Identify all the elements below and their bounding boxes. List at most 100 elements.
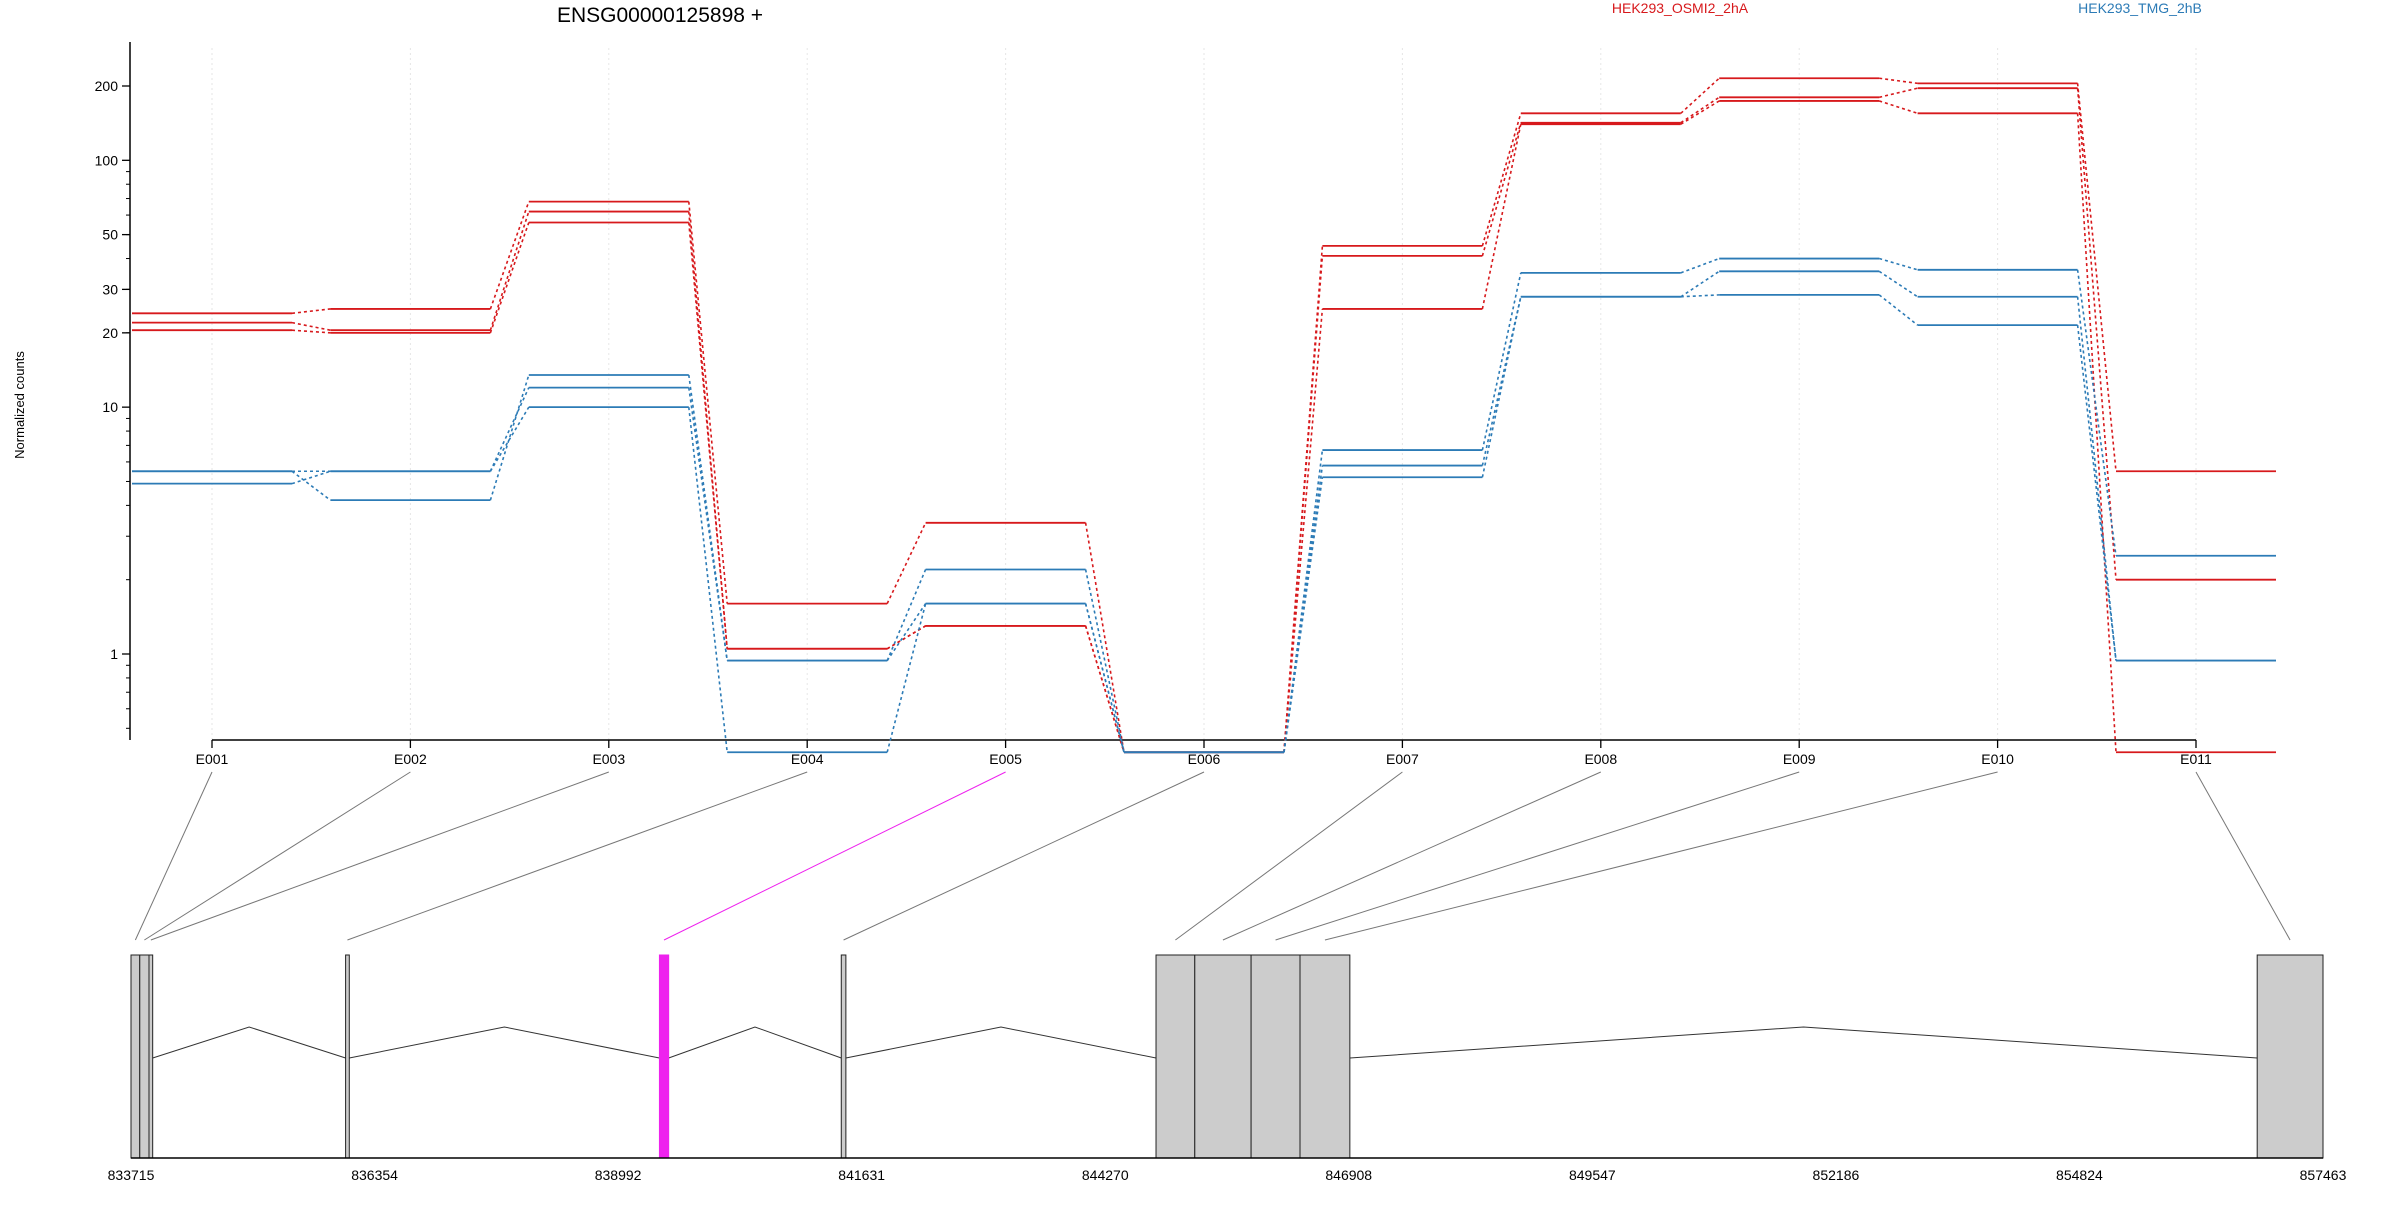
genome-tick-label-846908: 846908 — [1325, 1167, 1372, 1183]
connector-E008 — [1222, 771, 1602, 941]
connector-E011 — [2195, 771, 2291, 941]
series-6-HEK293_TMG_2hB — [132, 293, 2276, 754]
exon-box-E008 — [1194, 954, 1252, 1159]
connector-E008-E009 — [1680, 270, 1720, 298]
y-tick-label-1: 1 — [110, 646, 118, 662]
x-tick-label-E010: E010 — [1981, 751, 2014, 767]
y-tick-label-30: 30 — [102, 281, 118, 297]
genome-tick-label-844270: 844270 — [1082, 1167, 1129, 1183]
exon-box-E009 — [1250, 954, 1301, 1159]
exon-box-E011 — [2256, 954, 2324, 1159]
y-tick-label-200: 200 — [95, 78, 119, 94]
connector-E007-E008 — [1481, 124, 1522, 310]
connector-E004-E005 — [886, 603, 927, 753]
chart-title: ENSG00000125898 + — [557, 4, 763, 27]
x-tick-label-E011: E011 — [2180, 751, 2212, 767]
connector-E006-E007 — [1283, 477, 1324, 753]
exon-box-E006 — [840, 954, 847, 1159]
connector-E001-E002 — [291, 470, 331, 485]
connector-E005-E006 — [1084, 625, 1125, 753]
connector-E004-E005 — [886, 625, 927, 650]
connector-E009-E010 — [1878, 294, 1919, 326]
series-3-HEK293_OSMI2_2hA — [132, 100, 2276, 754]
connector-E003-E004 — [688, 222, 728, 649]
connector-E007-E008 — [1481, 296, 1522, 478]
connector-E008-E009 — [1680, 77, 1720, 114]
connector-E001-E002 — [291, 308, 331, 315]
intron-E010-E011 — [1349, 1026, 2258, 1059]
intron-E005-E006 — [668, 1026, 842, 1059]
y-tick-label-10: 10 — [102, 399, 118, 415]
connector-E004-E005 — [886, 522, 927, 604]
y-tick-label-50: 50 — [102, 227, 118, 243]
legend-entry-tmg: HEK293_TMG_2hB — [2078, 0, 2202, 16]
x-tick-label-E002: E002 — [394, 751, 427, 767]
exon-box-E010 — [1299, 954, 1351, 1159]
x-tick-label-E009: E009 — [1783, 751, 1816, 767]
genome-tick-label-849547: 849547 — [1569, 1167, 1616, 1183]
series-4-HEK293_TMG_2hB — [132, 257, 2276, 754]
connector-E003-E004 — [688, 374, 728, 661]
exon-box-E002 — [139, 954, 150, 1159]
x-tick-label-E008: E008 — [1584, 751, 1617, 767]
connector-E002 — [144, 771, 411, 941]
x-tick-label-E006: E006 — [1188, 751, 1221, 767]
connector-E005-E006 — [1084, 522, 1125, 753]
intron-E003-E004 — [152, 1026, 346, 1059]
connector-E002-E003 — [489, 201, 530, 310]
y-tick-label-100: 100 — [95, 152, 119, 168]
connector-E002-E003 — [489, 406, 530, 472]
connector-E009-E010 — [1879, 77, 1918, 85]
connector-E009-E010 — [1879, 87, 1918, 99]
x-tick-label-E003: E003 — [592, 751, 625, 767]
connector-E002-E003 — [489, 374, 530, 501]
y-axis-label: Normalized counts — [12, 351, 27, 459]
connector-E010-E011 — [2076, 88, 2117, 580]
axes: 1 10 20 30 50 100 200 E001 E002 E003 E004 E005 E006 E… — [95, 42, 2212, 767]
connector-E009 — [1275, 771, 1800, 941]
connector-E006-E007 — [1283, 308, 1324, 753]
connector-E003-E004 — [688, 211, 728, 649]
connector-E009-E010 — [1878, 257, 1918, 271]
connector-E003 — [150, 771, 609, 941]
connector-E001-E002 — [291, 470, 331, 501]
connector-E005-E006 — [1084, 603, 1125, 753]
connector-E007-E008 — [1481, 113, 1522, 247]
exon-box-E003 — [148, 954, 154, 1159]
legend-entry-osmi2: HEK293_OSMI2_2hA — [1612, 0, 1749, 16]
connector-E002-E003 — [489, 387, 530, 472]
exon-box-E001 — [130, 954, 141, 1159]
connector-E005-E006 — [1084, 603, 1125, 753]
genome-tick-label-854824: 854824 — [2056, 1167, 2103, 1183]
x-tick-label-E004: E004 — [791, 751, 824, 767]
connector-E007 — [1175, 771, 1403, 941]
connector-E006-E007 — [1283, 255, 1324, 753]
connector-E008-E009 — [1680, 257, 1720, 274]
connector-E008-E009 — [1680, 96, 1720, 124]
exon-box-E004 — [345, 954, 350, 1159]
x-tick-label-E005: E005 — [989, 751, 1022, 767]
connector-E010-E011 — [2076, 113, 2117, 753]
series-lines — [132, 77, 2276, 754]
connector-E003-E004 — [688, 201, 728, 604]
connector-E007-E008 — [1481, 122, 1522, 257]
connector-E008-E009 — [1680, 100, 1720, 125]
genome-tick-label-857463: 857463 — [2300, 1167, 2347, 1183]
connector-E010-E011 — [2076, 296, 2117, 661]
connector-E003-E004 — [688, 407, 728, 753]
exon-box-E007 — [1155, 954, 1196, 1159]
connector-E006-E007 — [1283, 449, 1324, 753]
connector-E007-E008 — [1481, 272, 1522, 451]
genome-tick-label-838992: 838992 — [595, 1167, 642, 1183]
y-tick-label-20: 20 — [102, 325, 118, 341]
connector-E002-E003 — [489, 211, 530, 331]
connector-E010-E011 — [2076, 325, 2117, 661]
connector-E001-E002 — [291, 329, 331, 334]
connector-E010-E011 — [2076, 83, 2117, 472]
connector-E008-E009 — [1680, 294, 1720, 298]
connector-E010-E011 — [2076, 269, 2117, 556]
connector-E004-E005 — [886, 603, 927, 662]
genome-tick-label-833715: 833715 — [108, 1167, 155, 1183]
